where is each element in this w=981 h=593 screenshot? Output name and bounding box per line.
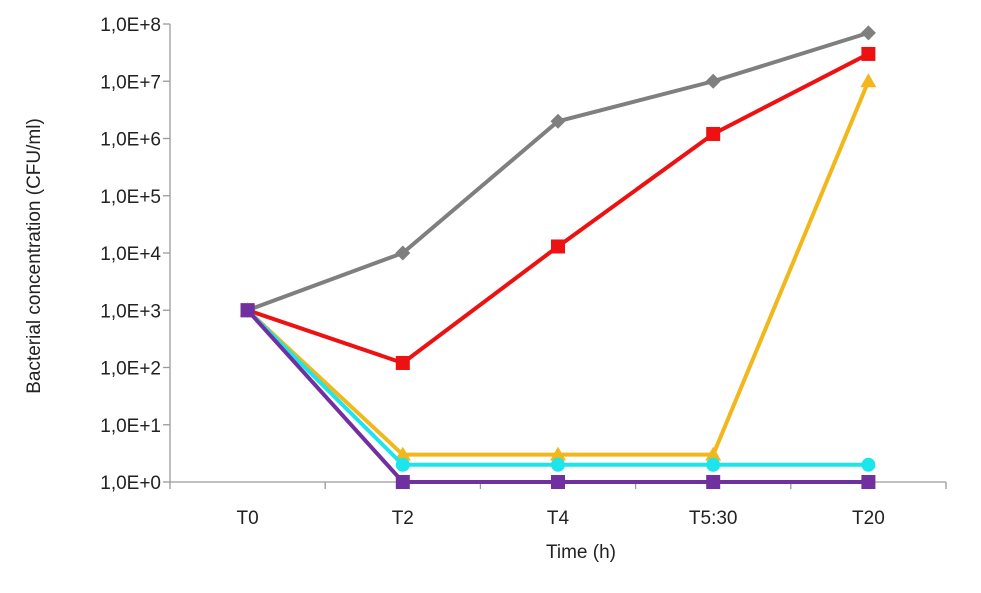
series-series-red: [240, 46, 876, 370]
data-point-square: [240, 303, 255, 318]
x-tick-label: T5:30: [689, 508, 738, 529]
data-point-diamond: [860, 25, 876, 41]
data-point-square: [551, 239, 565, 254]
data-point-circle: [706, 457, 721, 472]
data-point-triangle: [394, 446, 411, 461]
series-series-purple: [240, 303, 876, 489]
y-tick-label: 1,0E+6: [100, 130, 161, 151]
y-tick-label: 1,0E+3: [100, 301, 161, 322]
data-point-circle: [395, 457, 410, 472]
series-series-yellow: [239, 73, 877, 461]
data-point-diamond: [550, 113, 566, 129]
data-point-triangle: [860, 73, 877, 88]
data-point-triangle: [705, 446, 722, 461]
y-tick-label: 1,0E+8: [100, 15, 161, 36]
data-point-square: [706, 475, 721, 489]
data-point-square: [706, 126, 721, 141]
series-series-cyan: [240, 303, 876, 472]
y-tick-label: 1,0E+7: [100, 72, 161, 93]
series-line: [245, 79, 871, 457]
series-layer: [239, 25, 877, 489]
x-tick-label: T20: [852, 508, 885, 529]
y-tick-label: 1,0E+2: [100, 359, 161, 380]
data-point-diamond: [395, 245, 411, 261]
x-tick-label: T4: [547, 508, 570, 529]
data-point-square: [551, 475, 565, 489]
y-tick-label: 1,0E+5: [100, 187, 161, 208]
y-tick-label: 1,0E+4: [100, 244, 161, 265]
y-axis: 1,0E+0 1,0E+1 1,0E+2 1,0E+3 1,0E+4 1,0E+5 1,0E…: [100, 15, 171, 494]
data-point-diamond: [705, 73, 721, 89]
data-point-square: [861, 46, 876, 61]
data-point-square: [861, 475, 876, 489]
series-line: [245, 30, 871, 313]
data-point-circle: [551, 457, 565, 472]
data-point-square: [395, 475, 410, 489]
x-axis: T0 T2 T4 T5:30 T20: [169, 481, 947, 529]
x-axis-title: Time (h): [546, 542, 616, 563]
data-point-triangle: [550, 446, 566, 461]
y-tick-label: 1,0E+1: [100, 416, 161, 437]
x-tick-label: T0: [237, 508, 259, 529]
series-series-gray: [240, 25, 876, 318]
y-axis-title: Bacterial concentration (CFU/ml): [24, 118, 45, 394]
data-point-square: [395, 355, 410, 370]
series-line: [245, 51, 871, 365]
series-line: [245, 308, 871, 467]
x-tick-label: T2: [392, 508, 414, 529]
data-point-circle: [861, 457, 876, 472]
y-tick-label: 1,0E+0: [100, 473, 161, 494]
